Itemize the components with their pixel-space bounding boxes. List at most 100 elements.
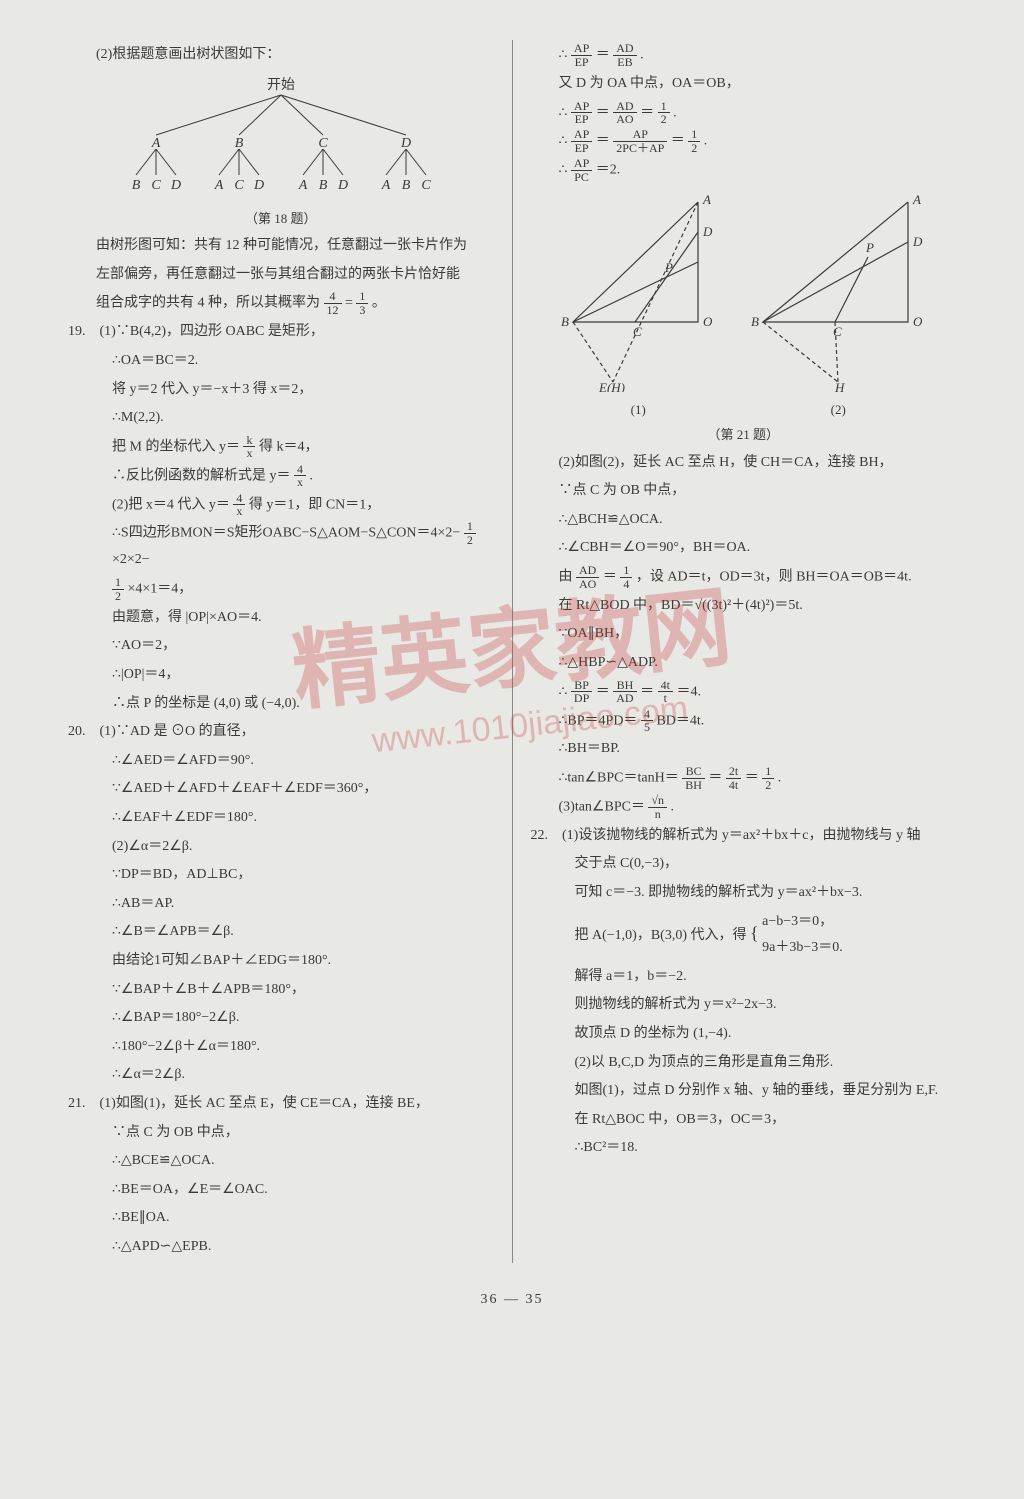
- b: ＝: [603, 569, 617, 584]
- q20-10: ∵∠BAP＋∠B＋∠APB＝180°，: [68, 977, 494, 1004]
- d: ＝4.: [676, 684, 701, 699]
- svg-text:A: A: [702, 192, 711, 207]
- q21-3: ∴△BCE≌△OCA.: [68, 1148, 494, 1175]
- q19-11: ∵AO＝2，: [68, 633, 494, 660]
- c: ＝: [640, 684, 654, 699]
- f1: √nn: [648, 794, 667, 820]
- left-column: (2)根据题意画出树状图如下： 开始 A B C D BCD ACD ABD A…: [50, 40, 512, 1263]
- f1: 45: [641, 708, 653, 734]
- tri1-sub: (1): [553, 398, 723, 423]
- r9: ∴∠CBH＝∠O＝90°，BH＝OA.: [531, 535, 957, 562]
- period: 。: [372, 296, 386, 311]
- svg-text:A: A: [912, 192, 921, 207]
- a: (3)tan∠BPC＝: [559, 799, 645, 814]
- t1: 由树形图可知：共有 12 种可能情况，任意翻过一张卡片作为: [68, 233, 494, 260]
- r14: ∴ BPDP ＝ BHAD ＝ 4tt ＝4.: [531, 679, 957, 706]
- page: 精英家教网 www.1010jiajiao.com (2)根据题意画出树状图如下…: [50, 40, 974, 1263]
- t3: 组合成字的共有 4 种，所以其概率为 412 = 13 。: [68, 290, 494, 317]
- q20-7: ∴AB＝AP.: [68, 891, 494, 918]
- b: ＝: [596, 684, 610, 699]
- r13: ∴△HBP∽△ADP.: [531, 650, 957, 677]
- frac-4-12: 412: [324, 290, 342, 316]
- r1: ∴ APEP ＝ ADEB .: [531, 42, 957, 69]
- b: ＝: [596, 134, 610, 149]
- svg-text:E(H): E(H): [598, 380, 625, 392]
- svg-text:D: D: [337, 178, 348, 193]
- q20-11: ∴∠BAP＝180°−2∠β.: [68, 1005, 494, 1032]
- q20-8: ∴∠B＝∠APB＝∠β.: [68, 919, 494, 946]
- r7: ∵点 C 为 OB 中点，: [531, 478, 957, 505]
- b: ＝2.: [596, 163, 621, 178]
- f2: AP2PC＋AP: [613, 128, 667, 154]
- brace-icon: {: [750, 922, 759, 942]
- b: ＝: [596, 47, 610, 62]
- r17: ∴tan∠BPC＝tanH＝ BCBH ＝ 2t4t ＝ 12 .: [531, 765, 957, 792]
- r5: ∴ APPC ＝2.: [531, 157, 957, 184]
- q21-4: ∴BE＝OA，∠E＝∠OAC.: [68, 1177, 494, 1204]
- svg-text:B: B: [751, 314, 759, 329]
- f2: ADEB: [613, 42, 636, 68]
- q20-3: ∵∠AED＋∠AFD＋∠EAF＋∠EDF＝360°，: [68, 776, 494, 803]
- f2: 2t4t: [726, 765, 741, 791]
- a: ∴: [559, 684, 568, 699]
- f3: 12: [688, 128, 700, 154]
- tri-caption: （第 21 题）: [531, 423, 957, 448]
- q19-6: ∴反比例函数的解析式是 y＝ 4x .: [68, 463, 494, 490]
- triangle-2: A D P O C B H (2): [743, 186, 933, 423]
- b: ×2×2−: [112, 552, 150, 567]
- q22-1: 22. (1)设该抛物线的解析式为 y＝ax²＋bx＋c，由抛物线与 y 轴: [531, 823, 957, 850]
- c: .: [640, 47, 644, 62]
- c: ＝: [671, 134, 685, 149]
- q20-12: ∴180°−2∠β＋∠α＝180°.: [68, 1034, 494, 1061]
- c: ，设 AD＝t，OD＝3t，则 BH＝OA＝OB＝4t.: [636, 569, 912, 584]
- q19-7: (2)把 x＝4 代入 y＝ 4x 得 y＝1，即 CN＝1，: [68, 492, 494, 519]
- r8: ∴△BCH≌△OCA.: [531, 507, 957, 534]
- tree-caption: （第 18 题）: [68, 207, 494, 232]
- page-number: 36 — 35: [50, 1287, 974, 1314]
- r2: 又 D 为 OA 中点，OA＝OB，: [531, 71, 957, 98]
- d: .: [778, 770, 782, 785]
- q19-13: ∴点 P 的坐标是 (4,0) 或 (−4,0).: [68, 691, 494, 718]
- b: ＝: [708, 770, 722, 785]
- d: .: [704, 134, 708, 149]
- f1: APEP: [571, 128, 592, 154]
- q20-13: ∴∠α＝2∠β.: [68, 1062, 494, 1089]
- eq2: 9a＋3b−3＝0.: [762, 935, 843, 962]
- q22-8: (2)以 B,C,D 为顶点的三角形是直角三角形.: [531, 1050, 957, 1077]
- triangle-figures: A D P O C B E(H) (1): [531, 186, 957, 423]
- q22-4: 把 A(−1,0)，B(3,0) 代入，得 { a−b−3＝0， 9a＋3b−3…: [531, 909, 957, 962]
- q20-6: ∵DP＝BD，AD⊥BC，: [68, 862, 494, 889]
- q22-2: 交于点 C(0,−3)，: [531, 851, 957, 878]
- b: 得 y＝1，即 CN＝1，: [249, 497, 380, 512]
- r12: ∵OA∥BH，: [531, 621, 957, 648]
- svg-text:C: C: [318, 136, 328, 151]
- q19-5: 把 M 的坐标代入 y＝ kx 得 k＝4，: [68, 434, 494, 461]
- frac-half2: 12: [112, 576, 124, 602]
- r10: 由 ADAO ＝ 14 ，设 AD＝t，OD＝3t，则 BH＝OA＝OB＝4t.: [531, 564, 957, 591]
- q22-3: 可知 c＝−3. 即抛物线的解析式为 y＝ax²＋bx−3.: [531, 880, 957, 907]
- q20-9: 由结论1可知∠BAP＋∠EDG＝180°.: [68, 948, 494, 975]
- frac-1-3: 13: [356, 290, 368, 316]
- triangle-1: A D P O C B E(H) (1): [553, 186, 723, 423]
- svg-text:C: C: [421, 178, 431, 193]
- r6: (2)如图(2)，延长 AC 至点 H，使 CH＝CA，连接 BH，: [531, 450, 957, 477]
- svg-text:C: C: [151, 178, 161, 193]
- svg-text:A: A: [213, 178, 223, 193]
- b: ＝: [596, 105, 610, 120]
- a: ∴: [559, 47, 568, 62]
- a: ∴反比例函数的解析式是 y＝: [112, 468, 291, 483]
- r11: 在 Rt△BOD 中，BD＝√((3t)²＋(4t)²)＝5t.: [531, 593, 957, 620]
- q19-2: ∴OA＝BC＝2.: [68, 348, 494, 375]
- frac-half: 12: [464, 520, 476, 546]
- b: .: [671, 799, 675, 814]
- svg-text:B: B: [561, 314, 569, 329]
- a: ∴BP＝4PD＝: [559, 713, 638, 728]
- tree-diagram: 开始 A B C D BCD ACD ABD ABC: [101, 73, 461, 203]
- svg-text:B: B: [318, 178, 327, 193]
- q19-3: 将 y＝2 代入 y＝−x＋3 得 x＝2，: [68, 377, 494, 404]
- q21-5: ∴BE∥OA.: [68, 1205, 494, 1232]
- f1: BCBH: [682, 765, 705, 791]
- q22-11: ∴BC²＝18.: [531, 1135, 957, 1162]
- q19-4: ∴M(2,2).: [68, 405, 494, 432]
- b: BD＝4t.: [656, 713, 704, 728]
